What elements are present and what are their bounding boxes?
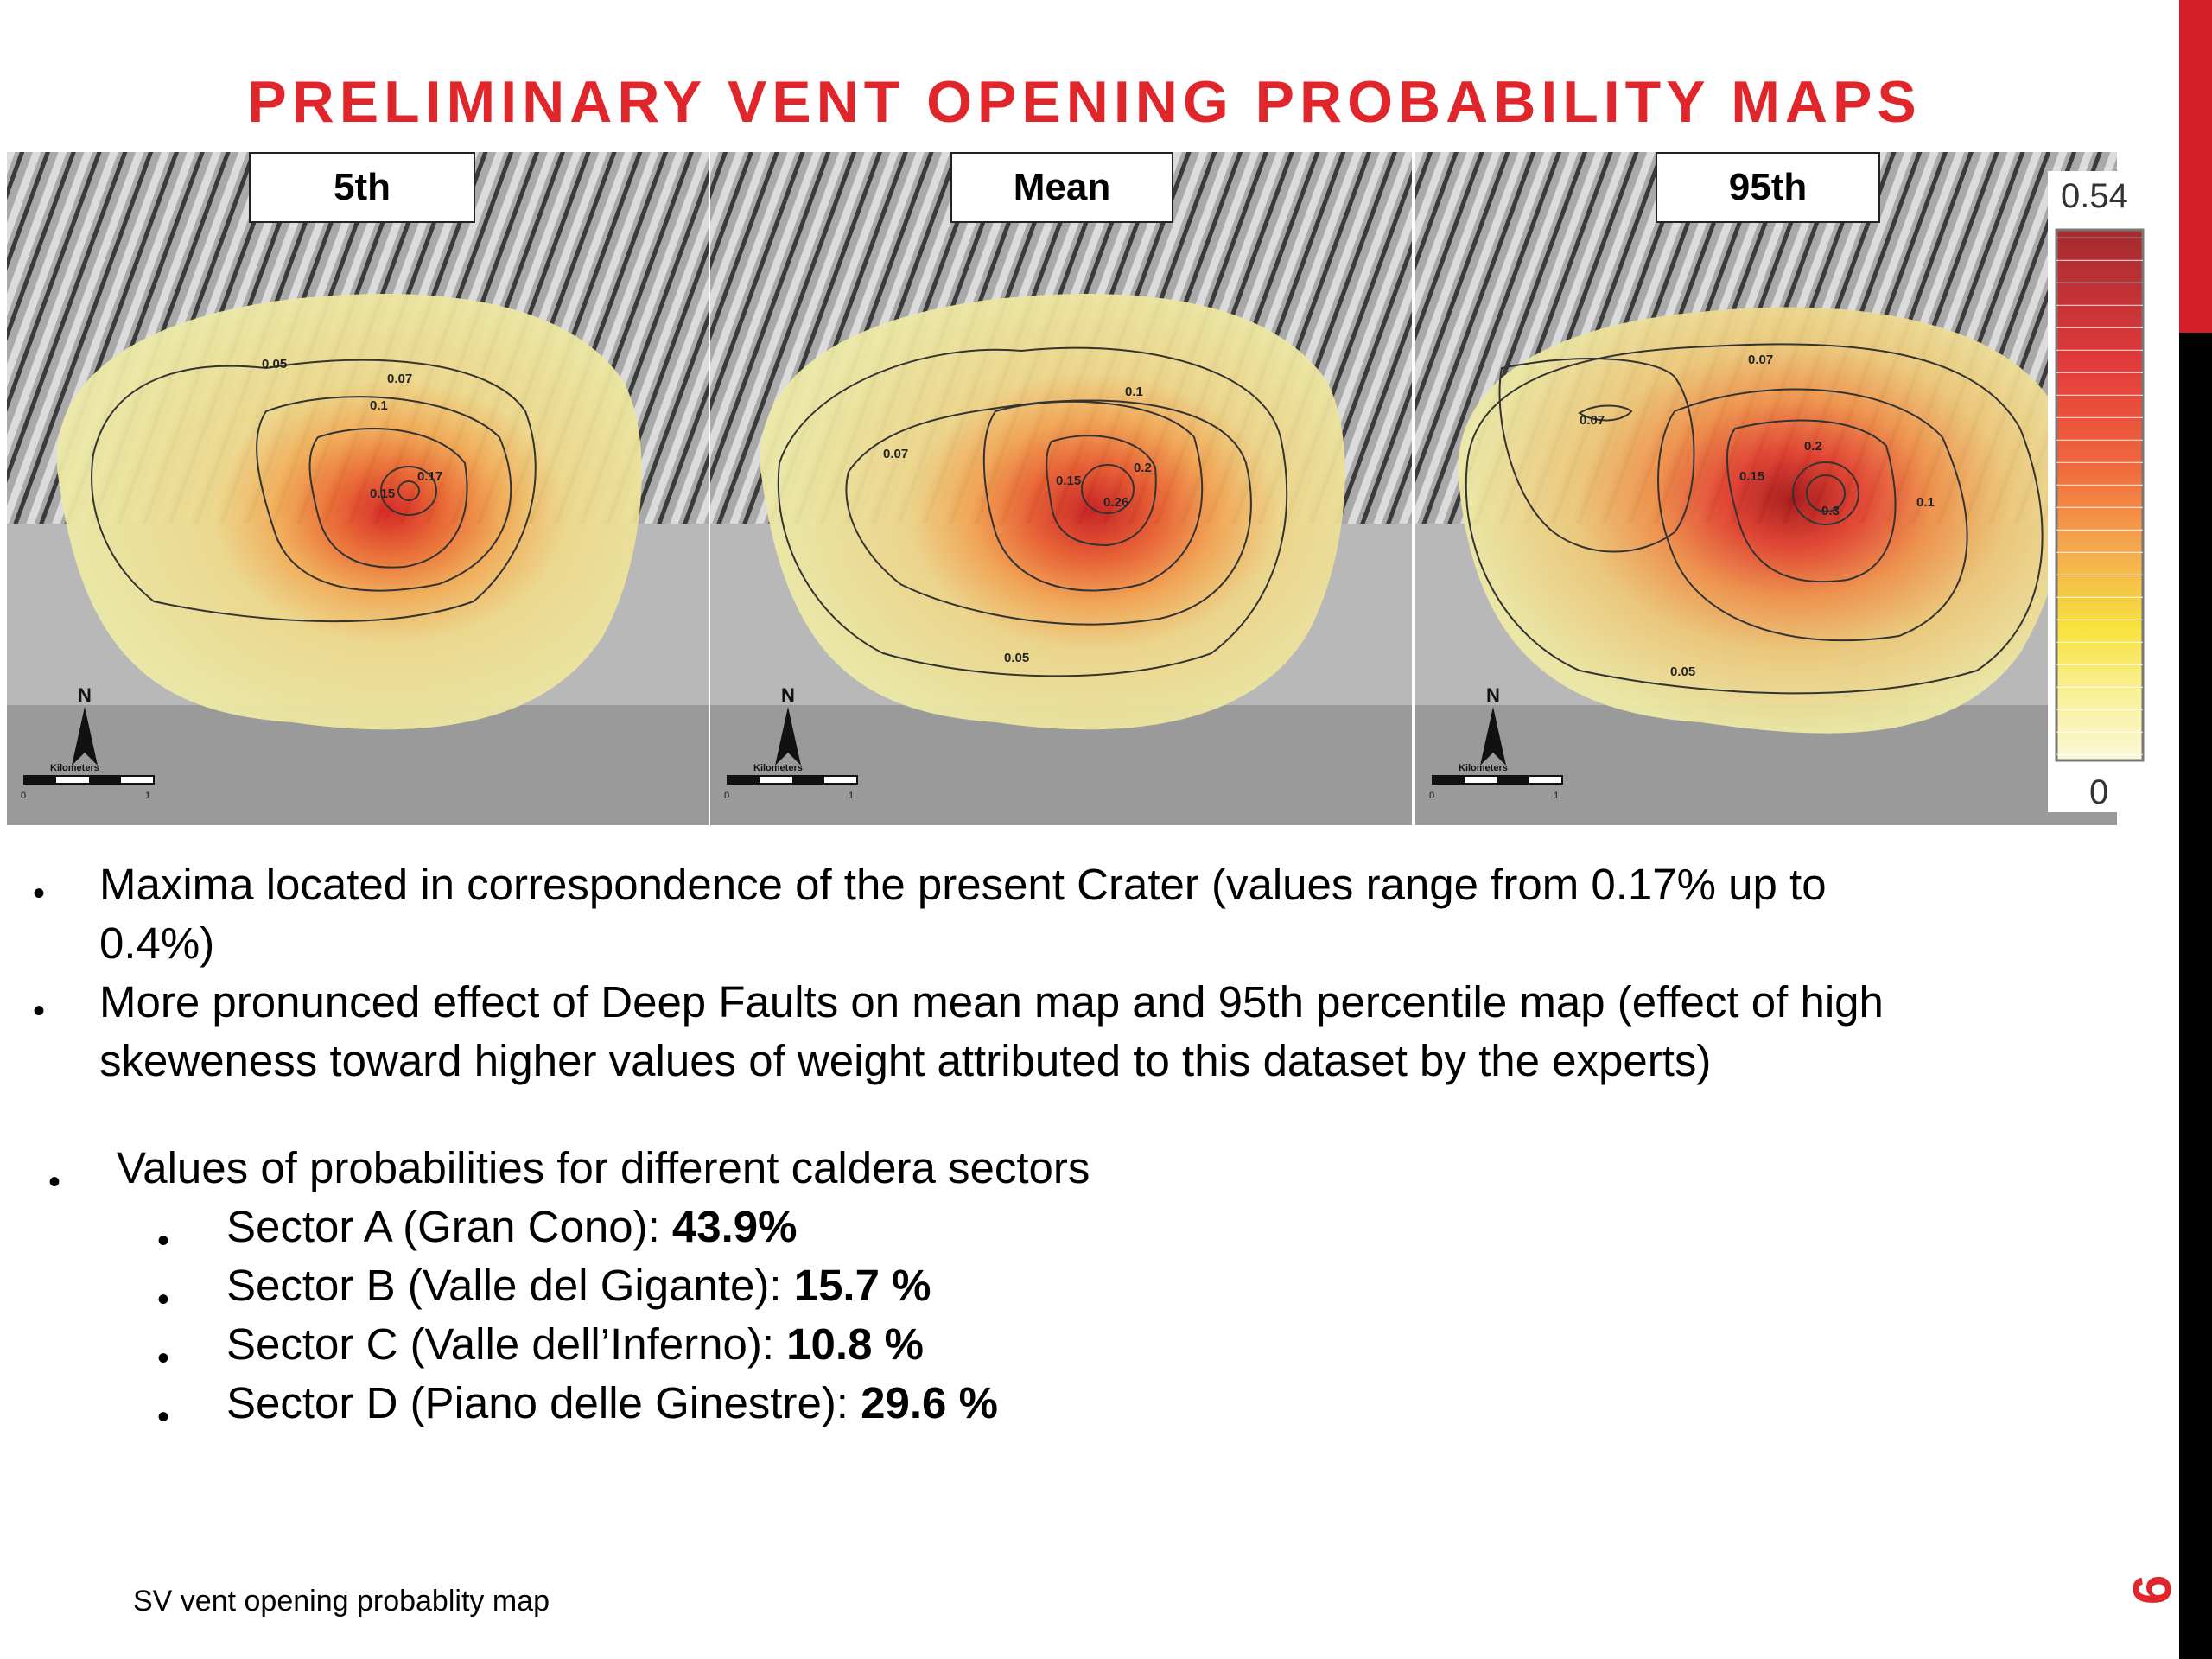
sector-item: Sector D (Piano delle Ginestre): 29.6 % xyxy=(226,1378,998,1427)
edge-red-bar xyxy=(2179,0,2212,333)
contour-label: 0.05 xyxy=(1004,651,1029,665)
sector-item: Sector A (Gran Cono): 43.9% xyxy=(226,1202,798,1251)
svg-text:N: N xyxy=(78,684,92,706)
bullet-dot: • xyxy=(157,1281,170,1319)
svg-text:1: 1 xyxy=(1554,791,1559,801)
contour-label: 0.07 xyxy=(1580,413,1605,428)
scale-bar: Kilometers 0 1 xyxy=(724,763,858,801)
map-panel-mean: 0.07 0.1 0.15 0.2 0.26 0.05 N Kilometers… xyxy=(710,152,1412,825)
scale-bar: Kilometers 0 1 xyxy=(21,763,155,801)
colorbar-min-label: 0 xyxy=(2089,773,2109,811)
footer-text: SV vent opening probablity map xyxy=(133,1585,550,1618)
bullet-dot: • xyxy=(157,1222,170,1260)
bullet-dot: • xyxy=(157,1339,170,1377)
contour-label: 0.05 xyxy=(1670,664,1695,679)
contour-label: 0.1 xyxy=(1125,385,1143,399)
colorbar xyxy=(2048,171,2145,812)
contour-label: 0.3 xyxy=(1821,504,1840,518)
map-panel-5th: 0.05 0.07 0.1 0.15 0.17 N Kilometers 0 1… xyxy=(7,152,709,825)
map-label-mean: Mean xyxy=(950,152,1173,223)
svg-text:0: 0 xyxy=(724,791,729,801)
contour-label: 0.17 xyxy=(417,469,442,484)
contour-label: 0.05 xyxy=(262,357,287,372)
hillshade-map-mean: 0.07 0.1 0.15 0.2 0.26 0.05 N Kilometers… xyxy=(710,152,1412,825)
svg-text:0: 0 xyxy=(1429,791,1434,801)
svg-text:N: N xyxy=(781,684,795,706)
contour-label: 0.2 xyxy=(1134,461,1152,475)
map-label-5th: 5th xyxy=(249,152,475,223)
svg-text:1: 1 xyxy=(145,791,150,801)
colorbar-max-label: 0.54 xyxy=(2061,177,2128,215)
north-arrow-icon: N xyxy=(775,684,801,766)
contour-label: 0.1 xyxy=(1916,495,1935,510)
bullet-dot: • xyxy=(48,1163,61,1201)
map-panel-95th: 0.07 0.07 0.2 0.15 0.1 0.3 0.05 N Kilome… xyxy=(1415,152,2117,825)
contour-label: 0.15 xyxy=(1739,469,1764,484)
scale-bar: Kilometers 0 1 xyxy=(1429,763,1563,801)
contour-label: 0.26 xyxy=(1103,495,1128,510)
contour-label: 0.2 xyxy=(1804,439,1822,454)
contour-label: 0.1 xyxy=(370,398,388,413)
north-arrow-icon: N xyxy=(1480,684,1506,766)
svg-text:N: N xyxy=(1486,684,1500,706)
sector-item: Sector B (Valle del Gigante): 15.7 % xyxy=(226,1261,931,1310)
svg-text:Kilometers: Kilometers xyxy=(1459,763,1508,773)
svg-text:1: 1 xyxy=(849,791,854,801)
contour-label: 0.07 xyxy=(1748,353,1773,367)
contour-label: 0.15 xyxy=(1056,474,1081,488)
north-arrow-icon: N xyxy=(72,684,98,766)
bullet-dot: • xyxy=(33,992,46,1030)
map-label-95th: 95th xyxy=(1656,152,1880,223)
bullet-text-cont: skeweness toward higher values of weight… xyxy=(99,1036,1712,1085)
hillshade-map-5th: 0.05 0.07 0.1 0.15 0.17 N Kilometers 0 1 xyxy=(7,152,709,825)
sector-item: Sector C (Valle dell’Inferno): 10.8 % xyxy=(226,1319,924,1369)
svg-text:0: 0 xyxy=(21,791,26,801)
contour-label: 0.07 xyxy=(883,447,908,461)
bullet-dot: • xyxy=(157,1398,170,1436)
hillshade-map-95th: 0.07 0.07 0.2 0.15 0.1 0.3 0.05 N Kilome… xyxy=(1415,152,2117,825)
svg-text:Kilometers: Kilometers xyxy=(753,763,803,773)
bullet-text-cont: 0.4%) xyxy=(99,918,215,968)
contour-label: 0.15 xyxy=(370,486,395,501)
svg-text:Kilometers: Kilometers xyxy=(50,763,99,773)
contour-label: 0.07 xyxy=(387,372,412,386)
bullet-text: Maxima located in correspondence of the … xyxy=(99,860,1827,909)
colorbar-scale xyxy=(2055,228,2145,762)
edge-black-bar xyxy=(2179,333,2212,1659)
slide-title: PRELIMINARY VENT OPENING PROBABILITY MAP… xyxy=(247,69,1922,135)
bullet-dot: • xyxy=(33,874,46,912)
sectors-heading: Values of probabilities for different ca… xyxy=(117,1143,1090,1192)
page-number: 9 xyxy=(2121,1574,2182,1605)
bullet-text: More pronunced effect of Deep Faults on … xyxy=(99,977,1884,1027)
